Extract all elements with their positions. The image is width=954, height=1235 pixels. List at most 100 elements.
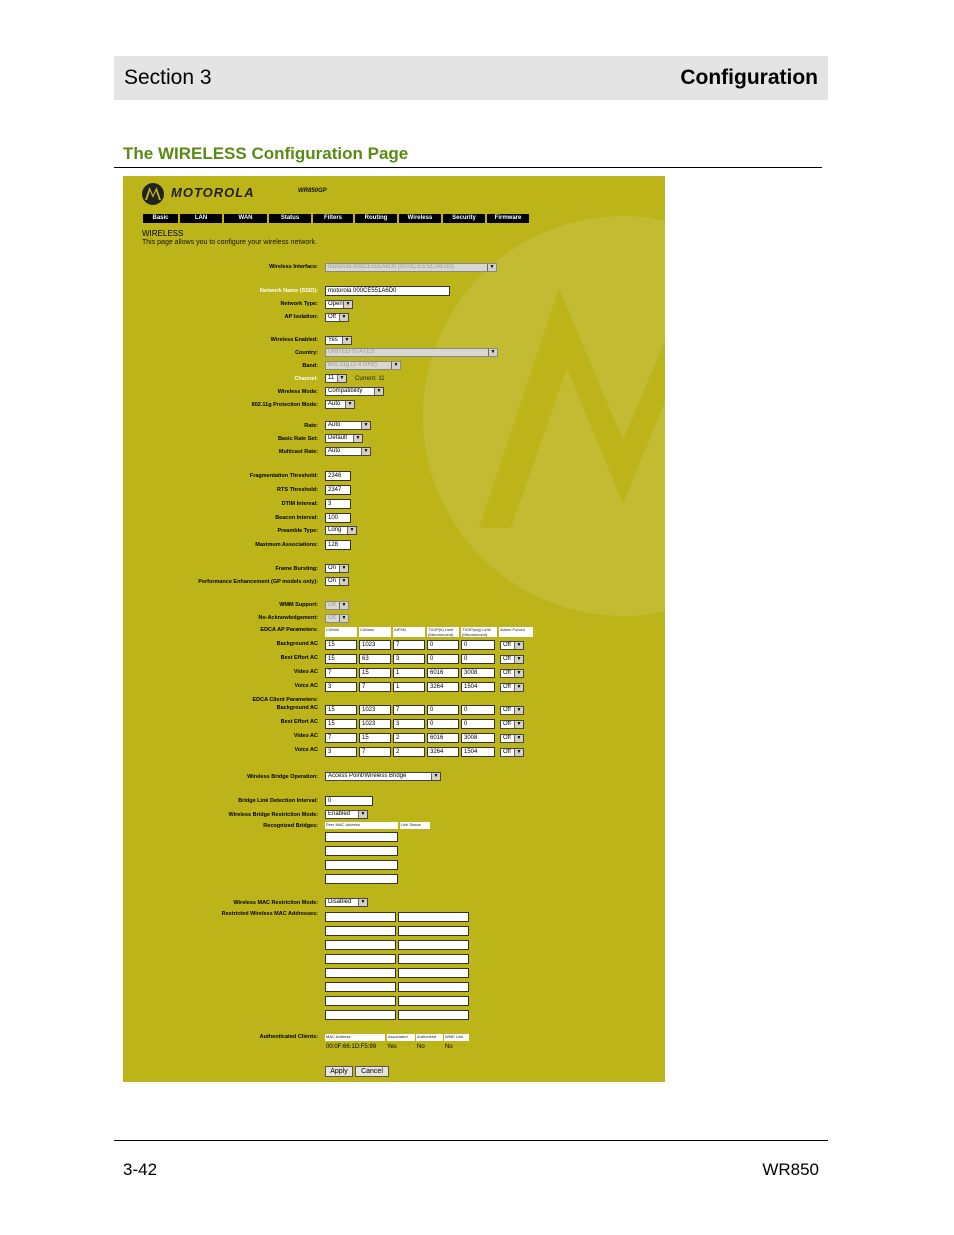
restricted-mac-input[interactable] <box>325 982 396 992</box>
edca-ap-cell[interactable]: 1 <box>393 682 425 692</box>
tab-wan[interactable]: WAN <box>224 214 267 223</box>
rate-select[interactable]: Auto ▼ <box>325 421 371 430</box>
edca-ap-cell[interactable]: 3 <box>325 682 357 692</box>
restricted-mac-input[interactable] <box>398 940 469 950</box>
restricted-mac-input[interactable] <box>325 926 396 936</box>
edca-client-cell[interactable]: 15 <box>325 705 357 715</box>
edca-client-cell[interactable]: 0 <box>427 705 459 715</box>
ssid-input[interactable]: motorola 000CE551A6D0 <box>325 286 450 296</box>
perf-enhancement-select[interactable]: On ▼ <box>325 577 349 586</box>
edca-ap-forced-select[interactable]: Off ▼ <box>500 655 524 664</box>
restricted-mac-input[interactable] <box>398 1010 469 1020</box>
basic-rate-set-select[interactable]: Default ▼ <box>325 434 363 443</box>
edca-client-cell[interactable]: 3264 <box>427 747 459 757</box>
edca-ap-cell[interactable]: 3008 <box>461 668 495 678</box>
edca-ap-cell[interactable]: 1 <box>393 668 425 678</box>
dtim-interval-input[interactable]: 3 <box>325 499 351 509</box>
edca-ap-cell[interactable]: 7 <box>325 668 357 678</box>
edca-ap-cell[interactable]: 0 <box>461 640 495 650</box>
tab-filters[interactable]: Filters <box>313 214 353 223</box>
wireless-enabled-select[interactable]: Yes ▼ <box>325 336 352 345</box>
band-select[interactable]: 802.11g (2.4 GHz) ▼ <box>325 361 401 370</box>
edca-client-cell[interactable]: 1504 <box>461 747 495 757</box>
edca-ap-cell[interactable]: 63 <box>359 654 391 664</box>
restricted-mac-input[interactable] <box>325 1010 396 1020</box>
edca-ap-cell[interactable]: 7 <box>393 640 425 650</box>
edca-client-cell[interactable]: 1023 <box>359 719 391 729</box>
rts-threshold-input[interactable]: 2347 <box>325 485 351 495</box>
tab-wireless[interactable]: Wireless <box>399 214 441 223</box>
edca-ap-forced-select[interactable]: Off ▼ <box>500 683 524 692</box>
edca-client-cell[interactable]: 3 <box>393 719 425 729</box>
tab-routing[interactable]: Routing <box>355 214 397 223</box>
tab-firmware[interactable]: Firmware <box>487 214 529 223</box>
restricted-mac-input[interactable] <box>325 996 396 1006</box>
edca-client-cell[interactable]: 2 <box>393 747 425 757</box>
restricted-mac-input[interactable] <box>325 968 396 978</box>
edca-client-cell[interactable]: 7 <box>393 705 425 715</box>
edca-client-cell[interactable]: 0 <box>427 719 459 729</box>
bridge-restriction-select[interactable]: Enabled ▼ <box>325 810 368 819</box>
edca-ap-cell[interactable]: 15 <box>325 654 357 664</box>
bridge-mac-input[interactable] <box>325 832 398 842</box>
restricted-mac-input[interactable] <box>325 912 396 922</box>
max-associations-input[interactable]: 128 <box>325 540 351 550</box>
bridge-mac-input[interactable] <box>325 860 398 870</box>
frag-threshold-input[interactable]: 2346 <box>325 471 351 481</box>
edca-ap-cell[interactable]: 6016 <box>427 668 459 678</box>
edca-ap-cell[interactable]: 0 <box>427 640 459 650</box>
edca-client-cell[interactable]: 7 <box>359 747 391 757</box>
edca-ap-cell[interactable]: 1504 <box>461 682 495 692</box>
mac-restriction-select[interactable]: Disabled ▼ <box>325 898 368 907</box>
protection-mode-select[interactable]: Auto ▼ <box>325 400 355 409</box>
edca-ap-cell[interactable]: 7 <box>359 682 391 692</box>
edca-client-cell[interactable]: 3 <box>325 747 357 757</box>
edca-ap-cell[interactable]: 15 <box>325 640 357 650</box>
bridge-link-interval-input[interactable]: 0 <box>325 796 373 806</box>
edca-client-forced-select[interactable]: Off ▼ <box>500 720 524 729</box>
apply-button[interactable]: Apply <box>325 1066 353 1077</box>
restricted-mac-input[interactable] <box>325 940 396 950</box>
edca-ap-cell[interactable]: 3264 <box>427 682 459 692</box>
edca-client-forced-select[interactable]: Off ▼ <box>500 748 524 757</box>
bridge-mac-input[interactable] <box>325 846 398 856</box>
tab-basic[interactable]: Basic <box>143 214 178 223</box>
edca-client-cell[interactable]: 6016 <box>427 733 459 743</box>
edca-client-cell[interactable]: 1023 <box>359 705 391 715</box>
edca-ap-forced-select[interactable]: Off ▼ <box>500 669 524 678</box>
edca-ap-cell[interactable]: 1023 <box>359 640 391 650</box>
edca-client-cell[interactable]: 2 <box>393 733 425 743</box>
edca-ap-cell[interactable]: 15 <box>359 668 391 678</box>
country-select[interactable]: UNITED STATES ▼ <box>325 348 498 357</box>
edca-client-cell[interactable]: 15 <box>359 733 391 743</box>
tab-status[interactable]: Status <box>269 214 311 223</box>
network-type-select[interactable]: Open ▼ <box>325 300 353 309</box>
wmm-support-select[interactable]: Off ▼ <box>325 601 349 610</box>
restricted-mac-input[interactable] <box>398 912 469 922</box>
tab-lan[interactable]: LAN <box>180 214 222 223</box>
restricted-mac-input[interactable] <box>398 968 469 978</box>
edca-ap-cell[interactable]: 0 <box>461 654 495 664</box>
restricted-mac-input[interactable] <box>398 926 469 936</box>
channel-select[interactable]: 11 ▼ <box>325 374 347 383</box>
preamble-type-select[interactable]: Long ▼ <box>325 526 357 535</box>
edca-client-forced-select[interactable]: Off ▼ <box>500 706 524 715</box>
cancel-button[interactable]: Cancel <box>355 1066 389 1077</box>
wireless-interface-select[interactable]: motorola 000CE551A6D0 (00:0C:E5:51:A6:D0… <box>325 263 497 272</box>
edca-client-cell[interactable]: 15 <box>325 719 357 729</box>
bridge-operation-select[interactable]: Access Point/Wireless Bridge ▼ <box>325 772 441 781</box>
edca-client-forced-select[interactable]: Off ▼ <box>500 734 524 743</box>
ap-isolation-select[interactable]: Off ▼ <box>325 313 349 322</box>
edca-client-cell[interactable]: 0 <box>461 705 495 715</box>
edca-ap-cell[interactable]: 3 <box>393 654 425 664</box>
edca-ap-forced-select[interactable]: Off ▼ <box>500 641 524 650</box>
edca-client-cell[interactable]: 3008 <box>461 733 495 743</box>
multicast-rate-select[interactable]: Auto ▼ <box>325 447 371 456</box>
no-ack-select[interactable]: Off ▼ <box>325 614 349 623</box>
restricted-mac-input[interactable] <box>398 982 469 992</box>
bridge-mac-input[interactable] <box>325 874 398 884</box>
restricted-mac-input[interactable] <box>398 954 469 964</box>
frame-bursting-select[interactable]: On ▼ <box>325 564 349 573</box>
restricted-mac-input[interactable] <box>325 954 396 964</box>
beacon-interval-input[interactable]: 100 <box>325 513 351 523</box>
